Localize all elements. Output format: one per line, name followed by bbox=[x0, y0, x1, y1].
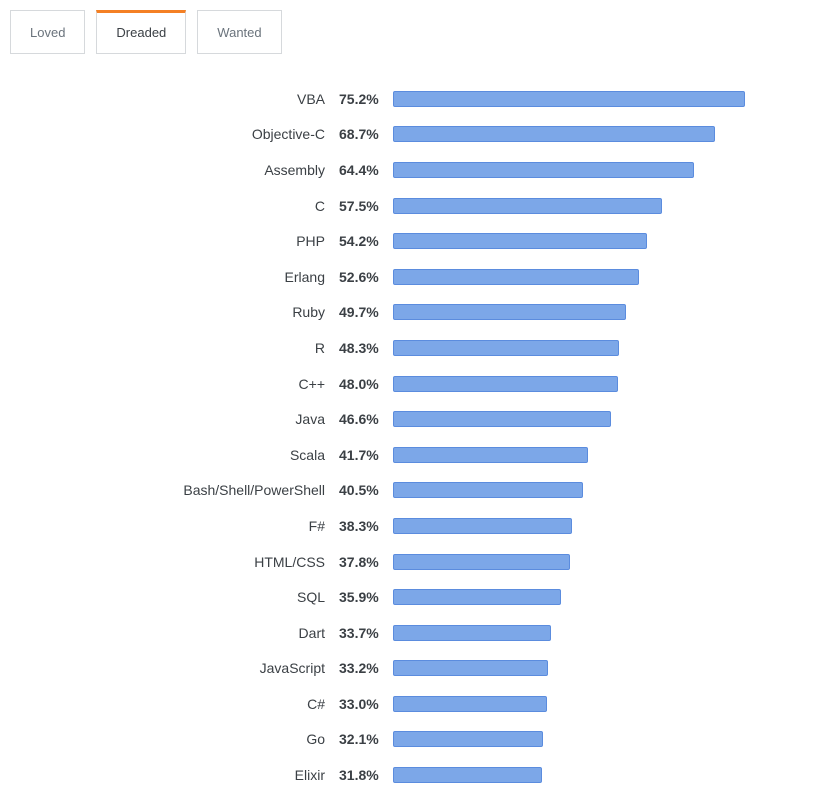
value-label: 49.7% bbox=[339, 304, 379, 321]
tab-wanted[interactable]: Wanted bbox=[197, 10, 282, 54]
bar[interactable] bbox=[393, 375, 618, 392]
chart-row: Dart 33.7% bbox=[0, 615, 813, 651]
chart-row: Elixir 31.8% bbox=[0, 757, 813, 793]
value-label: 38.3% bbox=[339, 517, 379, 534]
chart-row: JavaScript 33.2% bbox=[0, 651, 813, 687]
bar[interactable] bbox=[393, 90, 745, 107]
bar[interactable] bbox=[393, 695, 548, 712]
category-label: PHP bbox=[296, 233, 325, 250]
value-label: 46.6% bbox=[339, 411, 379, 428]
chart-row: F# 38.3% bbox=[0, 508, 813, 544]
bar[interactable] bbox=[393, 126, 715, 143]
value-label: 52.6% bbox=[339, 268, 379, 285]
chart-row: Ruby 49.7% bbox=[0, 295, 813, 331]
category-label: HTML/CSS bbox=[254, 553, 325, 570]
value-label: 68.7% bbox=[339, 126, 379, 143]
bar[interactable] bbox=[393, 197, 663, 214]
value-label: 54.2% bbox=[339, 233, 379, 250]
category-label: SQL bbox=[296, 589, 325, 606]
bar[interactable] bbox=[393, 517, 573, 534]
value-label: 40.5% bbox=[339, 482, 379, 499]
chart-row: R 48.3% bbox=[0, 330, 813, 366]
category-label: Elixir bbox=[294, 767, 325, 784]
value-label: 33.0% bbox=[339, 695, 379, 712]
chart-row: Go 32.1% bbox=[0, 722, 813, 758]
category-label: VBA bbox=[296, 90, 325, 107]
value-label: 75.2% bbox=[339, 90, 379, 107]
bar[interactable] bbox=[393, 731, 544, 748]
chart-row: PHP 54.2% bbox=[0, 223, 813, 259]
chart-row: C++ 48.0% bbox=[0, 366, 813, 402]
bar[interactable] bbox=[393, 482, 583, 499]
category-label: Java bbox=[295, 411, 325, 428]
tab-dreaded[interactable]: Dreaded bbox=[96, 10, 187, 54]
category-label: Ruby bbox=[292, 304, 325, 321]
bar[interactable] bbox=[393, 446, 589, 463]
value-label: 64.4% bbox=[339, 161, 379, 178]
value-label: 32.1% bbox=[339, 731, 379, 748]
bar[interactable] bbox=[393, 589, 561, 606]
bar[interactable] bbox=[393, 553, 570, 570]
value-label: 57.5% bbox=[339, 197, 379, 214]
value-label: 37.8% bbox=[339, 553, 379, 570]
category-label: Erlang bbox=[284, 268, 325, 285]
value-label: 35.9% bbox=[339, 589, 379, 606]
category-label: Go bbox=[306, 731, 325, 748]
category-label: Assembly bbox=[264, 161, 325, 178]
chart-row: C 57.5% bbox=[0, 188, 813, 224]
chart-row: Assembly 64.4% bbox=[0, 152, 813, 188]
chart-row: VBA 75.2% bbox=[0, 81, 813, 117]
bar-chart: VBA 75.2% Objective-C 68.7% Assembly 64.4% C 57… bbox=[0, 81, 813, 793]
bar[interactable] bbox=[393, 624, 551, 641]
category-label: JavaScript bbox=[259, 660, 325, 677]
category-label: C++ bbox=[298, 375, 325, 392]
bar[interactable] bbox=[393, 411, 612, 428]
bar[interactable] bbox=[393, 161, 695, 178]
chart-row: C# 33.0% bbox=[0, 686, 813, 722]
category-label: Dart bbox=[298, 624, 325, 641]
chart-row: SQL 35.9% bbox=[0, 579, 813, 615]
bar[interactable] bbox=[393, 268, 640, 285]
category-label: C# bbox=[307, 695, 325, 712]
chart-row: Objective-C 68.7% bbox=[0, 117, 813, 153]
chart-row: Erlang 52.6% bbox=[0, 259, 813, 295]
category-label: Scala bbox=[289, 446, 325, 463]
bar[interactable] bbox=[393, 304, 626, 321]
category-label: Objective-C bbox=[251, 126, 325, 143]
bar[interactable] bbox=[393, 339, 620, 356]
bar[interactable] bbox=[393, 767, 542, 784]
value-label: 48.3% bbox=[339, 339, 379, 356]
category-label: Bash/Shell/PowerShell bbox=[183, 482, 325, 499]
bar[interactable] bbox=[393, 660, 549, 677]
category-label: F# bbox=[308, 517, 325, 534]
tab-bar: Loved Dreaded Wanted bbox=[0, 0, 813, 54]
value-label: 33.2% bbox=[339, 660, 379, 677]
value-label: 33.7% bbox=[339, 624, 379, 641]
chart-row: Java 46.6% bbox=[0, 401, 813, 437]
bar[interactable] bbox=[393, 233, 647, 250]
category-label: C bbox=[314, 197, 325, 214]
chart-row: Scala 41.7% bbox=[0, 437, 813, 473]
tab-loved[interactable]: Loved bbox=[10, 10, 86, 54]
value-label: 31.8% bbox=[339, 767, 379, 784]
chart-row: Bash/Shell/PowerShell 40.5% bbox=[0, 473, 813, 509]
value-label: 48.0% bbox=[339, 375, 379, 392]
value-label: 41.7% bbox=[339, 446, 379, 463]
chart-row: HTML/CSS 37.8% bbox=[0, 544, 813, 580]
category-label: R bbox=[314, 339, 325, 356]
